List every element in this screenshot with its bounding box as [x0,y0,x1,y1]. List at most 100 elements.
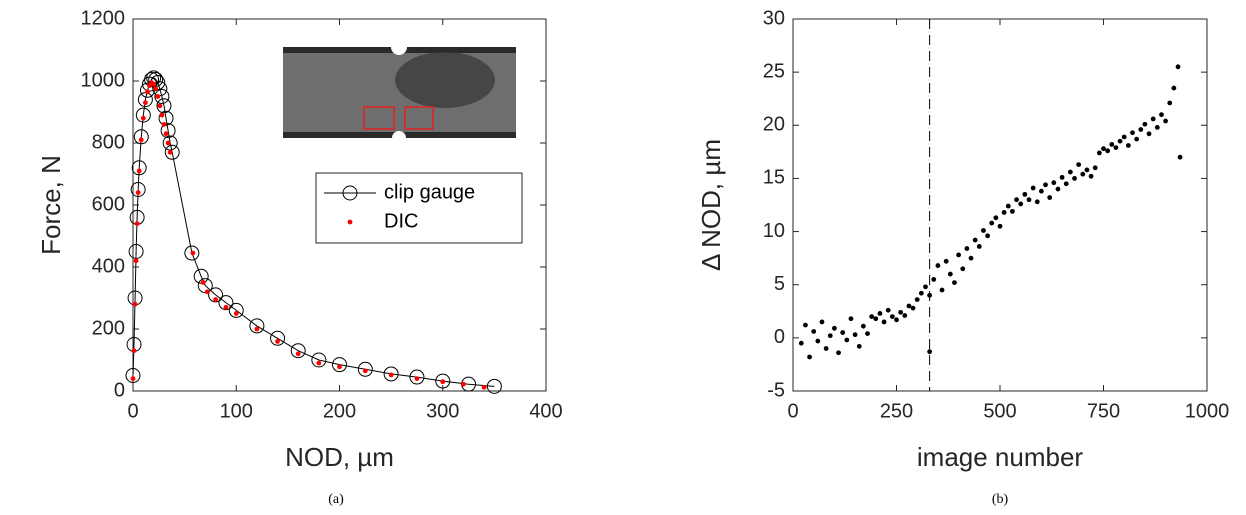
data-point [848,316,854,322]
data-point [200,280,206,285]
data-point [1142,121,1148,127]
data-point [135,107,151,123]
data-point [481,384,487,390]
data-point [275,339,280,344]
data-point [159,112,165,118]
data-point [133,258,139,264]
data-point [130,182,146,197]
data-point [956,252,961,258]
data-point [140,115,146,121]
y-axis-label: Δ NOD, µm [696,139,726,271]
data-point [165,140,171,146]
y-tick-label: 0 [774,326,785,348]
data-point [1167,100,1173,106]
data-point [877,311,883,316]
data-point [1043,182,1048,188]
data-point [906,303,912,309]
data-point [486,378,502,394]
data-point [1105,148,1111,154]
data-point [160,123,176,139]
data-point [1130,130,1135,136]
x-tick-label: 750 [1087,400,1120,422]
data-point [927,292,933,298]
data-point [968,255,974,261]
x-axis-label: NOD, µm [285,442,394,472]
data-point [1034,199,1040,205]
data-point [1134,136,1140,142]
data-point [993,215,999,221]
data-point [388,372,394,378]
data-point [856,343,862,349]
data-point [133,129,149,145]
data-point [827,333,833,339]
data-point [270,330,286,346]
inset-photo [283,39,516,145]
data-point [898,309,904,315]
data-point [254,326,260,332]
data-point [885,307,891,313]
data-point [844,337,850,343]
data-point [923,284,928,290]
data-point [985,233,990,239]
data-point [935,263,941,268]
data-point [1138,127,1144,132]
data-point [931,277,937,282]
data-point [798,340,804,346]
caption: (b) [992,492,1009,507]
data-point [290,343,306,359]
x-tick-label: 400 [529,400,562,422]
data-point [1072,176,1077,181]
data-point [184,245,200,261]
data-point [164,144,180,160]
data-point [1125,143,1131,148]
data-point [947,271,953,277]
data-point [869,314,875,319]
data-point [1076,162,1082,168]
data-point [190,250,196,256]
data-point [1067,169,1073,175]
data-point [1059,174,1065,180]
data-point [1022,191,1028,197]
y-tick-label: 0 [114,379,125,401]
data-point [130,376,136,381]
legend: clip gauge DIC [315,172,523,244]
data-point [337,364,342,370]
data-point [136,168,142,174]
data-point [156,98,172,114]
data-point [972,237,978,243]
data-point [952,280,957,285]
data-point [1121,134,1127,140]
data-point [881,319,887,325]
data-point [125,368,141,383]
data-point [1117,138,1123,144]
data-point [1005,203,1011,209]
data-point [155,94,161,99]
data-point [1010,208,1015,214]
x-tick-label: 100 [220,400,253,422]
data-point [1163,118,1168,124]
data-point [204,289,210,295]
data-point [807,354,812,360]
legend-marker [347,219,353,225]
data-point [131,160,147,176]
data-point [1014,197,1019,203]
data-point [145,89,150,95]
x-tick-label: 0 [127,400,138,422]
data-point [1080,171,1086,177]
y-tick-label: 600 [92,193,125,215]
data-point [213,297,219,302]
data-point [1039,188,1044,194]
data-point [249,318,265,334]
data-point [1092,165,1098,171]
data-point [1113,145,1119,151]
data-point [832,325,837,331]
data-point [295,351,301,357]
data-point [362,368,368,374]
data-point [819,319,825,325]
data-point [151,81,157,87]
y-tick-label: 200 [92,317,125,339]
data-point [1096,150,1102,156]
data-point [1047,195,1053,200]
